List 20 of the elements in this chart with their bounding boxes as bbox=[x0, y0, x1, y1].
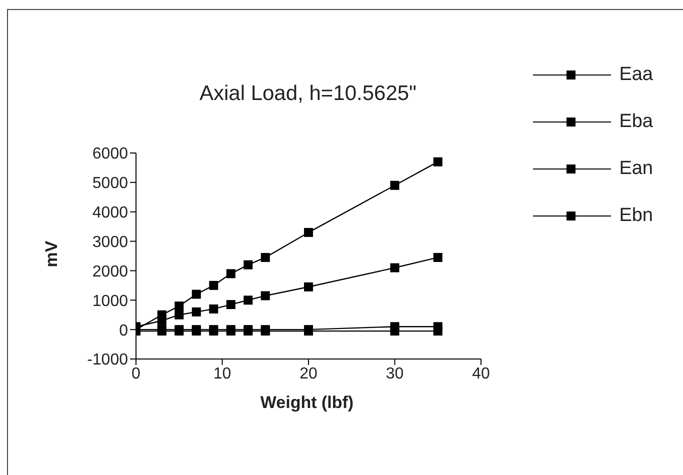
x-tick-label: 20 bbox=[300, 365, 318, 382]
y-tick-label: 1000 bbox=[92, 292, 128, 310]
x-tick-label: 0 bbox=[132, 365, 141, 382]
y-tick-label: 4000 bbox=[92, 204, 128, 222]
x-tick-label: 40 bbox=[472, 365, 490, 382]
x-tick-label: 10 bbox=[213, 365, 232, 382]
chart-title: Axial Load, h=10.5625" bbox=[198, 82, 418, 106]
x-tick-label: 30 bbox=[386, 365, 404, 382]
y-tick-label: 0 bbox=[119, 322, 128, 340]
legend-label: Ebn bbox=[619, 205, 653, 227]
y-tick-label: 2000 bbox=[92, 263, 128, 280]
y-axis-title: mV bbox=[42, 240, 62, 270]
y-tick-label: 3000 bbox=[92, 234, 128, 251]
legend-label: Ean bbox=[619, 158, 653, 180]
x-axis-title: Weight (lbf) bbox=[259, 393, 355, 413]
y-tick-label: -1000 bbox=[87, 352, 128, 369]
y-tick-label: 6000 bbox=[92, 146, 128, 163]
legend-label: Eaa bbox=[619, 64, 653, 86]
y-tick-label: 5000 bbox=[92, 175, 128, 192]
legend-label: Eba bbox=[619, 111, 653, 133]
